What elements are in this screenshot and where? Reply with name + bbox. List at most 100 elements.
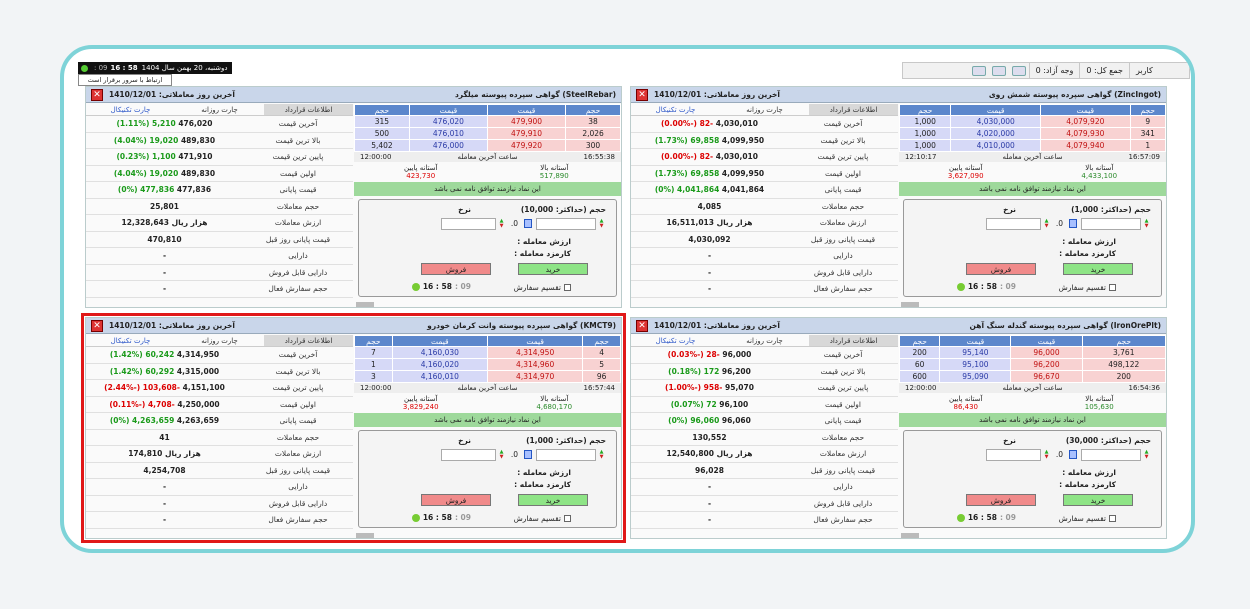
order-row[interactable]: 315 476,020 479,900 38 [354,115,621,128]
order-cell[interactable]: 4 [582,346,621,359]
calculator-icon[interactable] [524,219,532,228]
order-cell[interactable]: 95,140 [939,346,1012,359]
rate-input[interactable] [441,449,496,461]
tab-technical-chart[interactable]: چارت تکنیکال [655,336,696,345]
order-cell[interactable]: 96 [582,370,621,383]
order-row[interactable]: 7 4,160,030 4,314,950 4 [354,346,621,359]
close-icon[interactable]: ✕ [636,88,648,101]
sell-button[interactable]: فروش [421,494,491,506]
order-cell[interactable]: 476,000 [408,139,488,152]
order-cell[interactable]: 4,160,020 [391,358,488,371]
order-cell[interactable]: 96,000 [1010,346,1083,359]
order-cell[interactable]: 4,160,010 [391,370,488,383]
order-cell[interactable]: 479,900 [486,115,567,128]
close-icon[interactable]: ✕ [91,319,103,332]
order-cell[interactable]: 3,761 [1081,346,1166,359]
order-row[interactable]: 500 476,010 479,910 2,026 [354,127,621,140]
order-cell[interactable]: 1,000 [898,115,952,128]
order-cell[interactable]: 4,030,000 [950,115,1041,128]
order-cell[interactable]: 1,000 [898,139,952,152]
order-row[interactable]: 3 4,160,010 4,314,970 96 [354,370,621,383]
order-cell[interactable]: 7 [354,346,393,359]
checkbox-box[interactable] [564,515,571,522]
checkbox-box[interactable] [564,284,571,291]
volume-input[interactable] [536,218,596,230]
layout-icon[interactable] [971,65,986,76]
tab-contract-info[interactable]: اطلاعات قرارداد [264,104,353,115]
buy-button[interactable]: خرید [518,263,588,275]
rate-input[interactable] [986,449,1041,461]
checkbox-box[interactable] [1109,284,1116,291]
order-cell[interactable]: 4,079,920 [1039,115,1131,128]
rate-input[interactable] [441,218,496,230]
tab-daily-chart[interactable]: چارت روزانه [201,336,238,345]
order-cell[interactable]: 4,160,030 [391,346,488,359]
volume-input[interactable] [1081,218,1141,230]
order-cell[interactable]: 1 [354,358,393,371]
rate-stepper[interactable]: ▲ ▼ [1044,449,1049,460]
order-cell[interactable]: 96,200 [1010,358,1083,371]
order-cell[interactable]: 1,000 [898,127,952,140]
sell-button[interactable]: فروش [966,263,1036,275]
split-order-checkbox[interactable]: تقسیم سفارش [1059,283,1116,292]
order-cell[interactable]: 479,920 [486,139,567,152]
tab-daily-chart[interactable]: چارت روزانه [201,105,238,114]
tab-technical-chart[interactable]: چارت تکنیکال [110,336,151,345]
order-cell[interactable]: 4,079,930 [1039,127,1131,140]
tab-daily-chart[interactable]: چارت روزانه [746,105,783,114]
sell-button[interactable]: فروش [421,263,491,275]
volume-stepper[interactable]: ▲ ▼ [599,218,604,229]
order-cell[interactable]: 200 [898,346,941,359]
order-cell[interactable]: 5 [582,358,621,371]
settings-icon[interactable] [991,65,1006,76]
rate-stepper[interactable]: ▲ ▼ [1044,218,1049,229]
split-order-checkbox[interactable]: تقسیم سفارش [1059,514,1116,523]
order-cell[interactable]: 479,910 [486,127,567,140]
buy-button[interactable]: خرید [1063,494,1133,506]
order-cell[interactable]: 4,010,000 [950,139,1041,152]
order-cell[interactable]: 38 [565,115,621,128]
refresh-icon[interactable] [1011,65,1026,76]
order-row[interactable]: 1,000 4,010,000 4,079,940 1 [898,139,1167,152]
order-cell[interactable]: 500 [354,127,410,140]
volume-input[interactable] [536,449,596,461]
order-cell[interactable]: 2,026 [565,127,621,140]
tab-technical-chart[interactable]: چارت تکنیکال [110,105,151,114]
rate-input[interactable] [986,218,1041,230]
volume-input[interactable] [1081,449,1141,461]
split-order-checkbox[interactable]: تقسیم سفارش [514,514,571,523]
tab-contract-info[interactable]: اطلاعات قرارداد [264,335,353,346]
sell-button[interactable]: فروش [966,494,1036,506]
tab-daily-chart[interactable]: چارت روزانه [746,336,783,345]
order-cell[interactable]: 9 [1129,115,1167,128]
order-cell[interactable]: 341 [1129,127,1167,140]
calculator-icon[interactable] [524,450,532,459]
split-order-checkbox[interactable]: تقسیم سفارش [514,283,571,292]
order-cell[interactable]: 96,670 [1010,370,1083,383]
calculator-icon[interactable] [1069,219,1077,228]
order-row[interactable]: 1,000 4,020,000 4,079,930 341 [898,127,1167,140]
order-cell[interactable]: 60 [898,358,941,371]
buy-button[interactable]: خرید [518,494,588,506]
order-cell[interactable]: 476,010 [408,127,488,140]
order-cell[interactable]: 4,020,000 [950,127,1041,140]
resize-handle[interactable] [901,302,919,307]
order-cell[interactable]: 4,314,970 [486,370,584,383]
tab-contract-info[interactable]: اطلاعات قرارداد [809,335,898,346]
order-cell[interactable]: 476,020 [408,115,488,128]
order-cell[interactable]: 95,090 [939,370,1012,383]
order-row[interactable]: 60 95,100 96,200 498,122 [898,358,1166,371]
order-cell[interactable]: 5,402 [354,139,410,152]
order-cell[interactable]: 3 [354,370,393,383]
order-cell[interactable]: 4,314,960 [486,358,584,371]
order-cell[interactable]: 4,079,940 [1039,139,1131,152]
order-row[interactable]: 5,402 476,000 479,920 300 [354,139,621,152]
order-cell[interactable]: 200 [1081,370,1166,383]
tab-technical-chart[interactable]: چارت تکنیکال [655,105,696,114]
volume-stepper[interactable]: ▲ ▼ [1144,449,1149,460]
calculator-icon[interactable] [1069,450,1077,459]
order-row[interactable]: 1,000 4,030,000 4,079,920 9 [898,115,1167,128]
rate-stepper[interactable]: ▲ ▼ [499,218,504,229]
volume-stepper[interactable]: ▲ ▼ [1144,218,1149,229]
resize-handle[interactable] [901,533,919,538]
